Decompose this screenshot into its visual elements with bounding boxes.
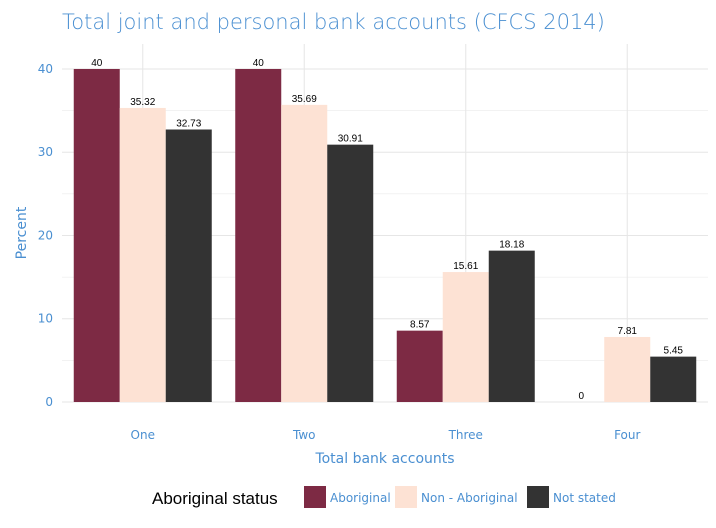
bar xyxy=(488,250,535,402)
bar xyxy=(165,129,212,402)
data-label: 15.61 xyxy=(453,261,478,272)
x-axis-ticks: One Two Three Four xyxy=(131,428,641,442)
data-label: 40 xyxy=(253,58,265,69)
data-label: 35.69 xyxy=(292,94,317,105)
bars xyxy=(73,68,697,403)
bar xyxy=(235,68,282,402)
bar xyxy=(442,272,489,402)
bar xyxy=(604,336,651,402)
data-label: 30.91 xyxy=(338,134,363,145)
data-label: 35.32 xyxy=(130,97,155,108)
x-tick-label: Four xyxy=(614,428,640,442)
x-axis-title: Total bank accounts xyxy=(314,451,454,467)
x-tick-label: Three xyxy=(448,428,483,442)
bar xyxy=(650,356,697,402)
y-axis-ticks: 0 10 20 30 40 xyxy=(38,62,53,409)
y-tick-label: 30 xyxy=(38,145,53,159)
legend-swatch xyxy=(395,486,417,508)
data-label: 32.73 xyxy=(176,119,201,130)
y-tick-label: 10 xyxy=(38,312,53,326)
x-tick-label: Two xyxy=(292,428,316,442)
data-label: 7.81 xyxy=(618,326,638,337)
legend-label: Not stated xyxy=(553,491,616,505)
bar xyxy=(281,104,328,403)
y-axis-title: Percent xyxy=(14,206,30,259)
y-tick-label: 40 xyxy=(38,62,53,76)
y-tick-label: 0 xyxy=(45,395,53,409)
data-label: 0 xyxy=(578,391,584,402)
data-label: 5.45 xyxy=(664,346,684,357)
legend-title: Aboriginal status xyxy=(152,489,278,508)
bar xyxy=(327,144,374,402)
legend: Aboriginal Non - Aboriginal Not stated xyxy=(304,486,616,508)
legend-swatch xyxy=(527,486,549,508)
data-label: 8.57 xyxy=(410,320,430,331)
y-tick-label: 20 xyxy=(38,228,53,242)
data-label: 40 xyxy=(91,58,103,69)
bar xyxy=(73,68,120,402)
bar xyxy=(396,330,443,402)
chart-title: Total joint and personal bank accounts (… xyxy=(62,10,605,34)
legend-label: Non - Aboriginal xyxy=(421,491,518,505)
legend-label: Aboriginal xyxy=(330,491,391,505)
x-tick-label: One xyxy=(131,428,155,442)
data-labels: 40 40 8.57 0 35.32 35.69 15.61 7.81 32.73 30.91 18… xyxy=(91,58,683,402)
data-label: 18.18 xyxy=(499,240,524,251)
legend-swatch xyxy=(304,486,326,508)
bar xyxy=(119,107,166,403)
